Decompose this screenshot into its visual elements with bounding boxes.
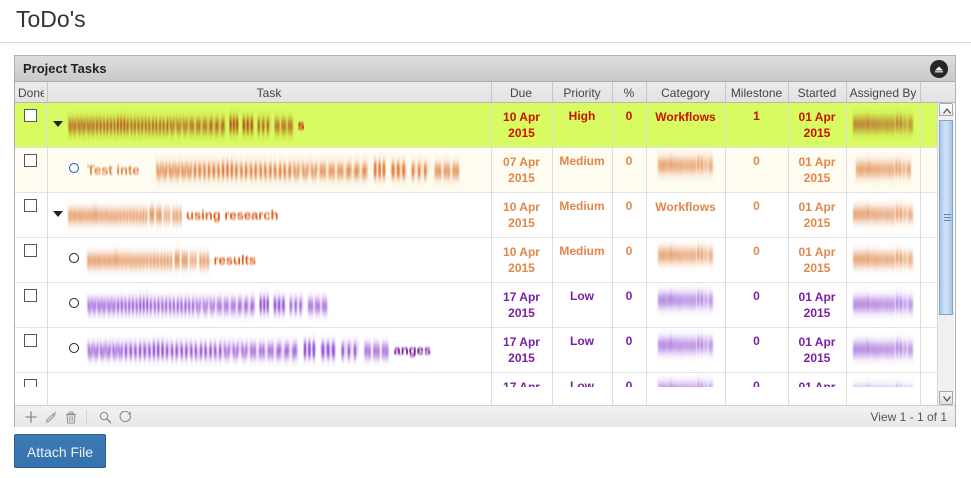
svg-text:Test inte: Test inte (87, 163, 140, 178)
svg-text:wwwmmiiinnnuuuvvvxxxzzz lll tt: wwwmmiiinnnuuuvvvxxxzzz lll ttt rrr sss (68, 208, 182, 223)
svg-text:wwwmmiiinnnuuuvvvxxxzzz lll tt: wwwmmiiinnnuuuvvvxxxzzz lll ttt rrr sss (86, 343, 390, 358)
svg-text:wwwmmiiinnnuuuvvvxxxzzz lll tt: wwwmmiiinnnuuuvvvxxxzzz lll ttt rrr sss (855, 161, 910, 176)
svg-text:wwwmmiiinnnuuuvvvxxxzzz lll tt: wwwmmiiinnnuuuvvvxxxzzz lll ttt rrr sss (658, 292, 713, 307)
svg-text:wwwmmiiinnnuuuvvvxxxzzz lll tt: wwwmmiiinnnuuuvvvxxxzzz lll ttt rrr sss (853, 251, 913, 266)
svg-text:wwwmmiiinnnuuuvvvxxxzzz lll tt: wwwmmiiinnnuuuvvvxxxzzz lll ttt rrr sss (658, 382, 713, 387)
svg-text:anges: anges (394, 343, 432, 358)
svg-text:s: s (298, 118, 305, 133)
svg-text:using research: using research (186, 208, 279, 223)
svg-text:wwwmmiiinnnuuuvvvxxxzzz lll tt: wwwmmiiinnnuuuvvvxxxzzz lll ttt rrr sss (853, 296, 913, 311)
svg-text:wwwmmiiinnnuuuvvvxxxzzz lll tt: wwwmmiiinnnuuuvvvxxxzzz lll ttt rrr sss (67, 118, 293, 133)
svg-text:wwwmmiiinnnuuuvvvxxxzzz lll tt: wwwmmiiinnnuuuvvvxxxzzz lll ttt rrr sss (86, 298, 328, 313)
svg-text:wwwmmiiinnnuuuvvvxxxzzz lll tt: wwwmmiiinnnuuuvvvxxxzzz lll ttt rrr sss (853, 386, 913, 387)
svg-text:wwwmmiiinnnuuuvvvxxxzzz lll tt: wwwmmiiinnnuuuvvvxxxzzz lll ttt rrr sss (87, 253, 210, 268)
svg-text:wwwmmiiinnnuuuvvvxxxzzz lll tt: wwwmmiiinnnuuuvvvxxxzzz lll ttt rrr sss (853, 116, 913, 131)
svg-text:wwwmmiiinnnuuuvvvxxxzzz lll tt: wwwmmiiinnnuuuvvvxxxzzz lll ttt rrr sss (658, 157, 713, 172)
svg-text:wwwmmiiinnnuuuvvvxxxzzz lll tt: wwwmmiiinnnuuuvvvxxxzzz lll ttt rrr sss (155, 163, 460, 178)
svg-text:results: results (214, 253, 257, 268)
svg-text:wwwmmiiinnnuuuvvvxxxzzz lll tt: wwwmmiiinnnuuuvvvxxxzzz lll ttt rrr sss (853, 206, 913, 221)
svg-text:wwwmmiiinnnuuuvvvxxxzzz lll tt: wwwmmiiinnnuuuvvvxxxzzz lll ttt rrr sss (853, 341, 913, 356)
svg-text:wwwmmiiinnnuuuvvvxxxzzz lll tt: wwwmmiiinnnuuuvvvxxxzzz lll ttt rrr sss (658, 337, 713, 352)
svg-text:wwwmmiiinnnuuuvvvxxxzzz lll tt: wwwmmiiinnnuuuvvvxxxzzz lll ttt rrr sss (658, 247, 713, 262)
